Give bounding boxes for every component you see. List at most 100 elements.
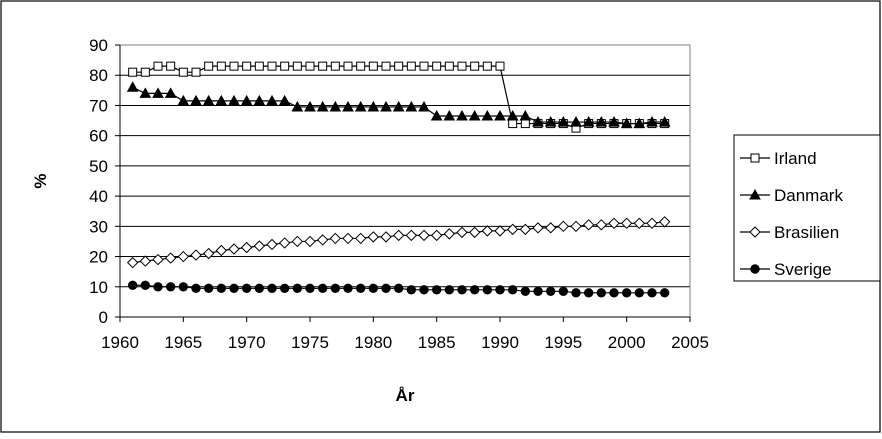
legend-marker-danmark bbox=[749, 188, 761, 200]
data-point-sverige bbox=[571, 288, 581, 298]
data-point-danmark bbox=[266, 94, 278, 106]
data-point-sverige bbox=[216, 283, 227, 293]
data-point-sverige bbox=[659, 288, 670, 298]
data-point-danmark bbox=[278, 94, 291, 106]
data-point-irland bbox=[457, 61, 467, 71]
data-point-sverige bbox=[457, 285, 467, 295]
data-point-brasilien bbox=[177, 250, 190, 263]
data-point-brasilien bbox=[380, 231, 392, 243]
data-point-brasilien bbox=[633, 217, 646, 230]
legend: Irland Danmark Brasilien Sverige bbox=[740, 149, 843, 279]
data-point-sverige bbox=[469, 285, 480, 295]
data-point-sverige bbox=[393, 283, 404, 293]
data-point-danmark bbox=[152, 87, 164, 98]
data-point-brasilien bbox=[240, 241, 253, 254]
data-point-irland bbox=[178, 67, 188, 77]
x-tick-label: 1970 bbox=[228, 333, 266, 352]
data-point-danmark bbox=[557, 116, 570, 127]
data-point-sverige bbox=[254, 283, 265, 293]
data-point-irland bbox=[204, 61, 214, 71]
data-point-irland bbox=[140, 67, 150, 77]
data-point-danmark bbox=[139, 87, 152, 98]
data-point-danmark bbox=[291, 100, 304, 112]
data-point-brasilien bbox=[190, 249, 202, 261]
data-point-brasilien bbox=[468, 226, 481, 239]
data-point-danmark bbox=[532, 116, 544, 127]
data-point-brasilien bbox=[443, 228, 456, 240]
legend-label-danmark: Danmark bbox=[774, 186, 843, 205]
data-point-sverige bbox=[482, 285, 493, 295]
data-point-irland bbox=[318, 61, 328, 71]
y-axis-label: % bbox=[31, 173, 50, 188]
y-tick-label: 80 bbox=[89, 66, 108, 85]
data-point-sverige bbox=[241, 283, 252, 293]
data-point-danmark bbox=[544, 116, 557, 127]
data-point-brasilien bbox=[481, 225, 494, 237]
data-point-sverige bbox=[596, 288, 607, 298]
data-point-brasilien bbox=[506, 223, 519, 236]
data-point-irland bbox=[508, 119, 518, 129]
data-point-irland bbox=[343, 61, 353, 71]
data-point-irland bbox=[242, 61, 252, 71]
y-tick-label: 40 bbox=[89, 187, 108, 206]
data-point-brasilien bbox=[430, 229, 443, 242]
data-point-irland bbox=[229, 61, 239, 71]
data-point-sverige bbox=[634, 288, 645, 298]
x-tick-label: 1990 bbox=[481, 333, 519, 352]
data-point-sverige bbox=[178, 282, 189, 292]
data-point-danmark bbox=[367, 100, 380, 112]
data-point-brasilien bbox=[532, 222, 544, 234]
data-point-danmark bbox=[481, 109, 494, 121]
data-point-danmark bbox=[519, 109, 532, 121]
data-point-brasilien bbox=[342, 232, 354, 245]
series-brasilien bbox=[126, 216, 671, 269]
data-point-danmark bbox=[342, 100, 354, 112]
data-point-brasilien bbox=[582, 219, 595, 231]
x-tick-label: 1995 bbox=[544, 333, 582, 352]
y-tick-label: 60 bbox=[89, 127, 108, 146]
legend-marker-brasilien bbox=[749, 226, 761, 238]
data-point-brasilien bbox=[405, 229, 418, 242]
data-point-brasilien bbox=[253, 240, 266, 252]
data-point-sverige bbox=[495, 285, 505, 295]
data-point-irland bbox=[267, 61, 277, 71]
data-point-brasilien bbox=[544, 222, 557, 234]
data-point-danmark bbox=[506, 109, 519, 121]
data-point-brasilien bbox=[152, 253, 164, 266]
data-point-danmark bbox=[658, 116, 671, 127]
legend-label-brasilien: Brasilien bbox=[774, 223, 839, 242]
data-point-sverige bbox=[203, 283, 214, 293]
y-tick-label: 70 bbox=[89, 96, 108, 115]
legend-label-sverige: Sverige bbox=[774, 260, 832, 279]
data-point-brasilien bbox=[595, 219, 608, 231]
y-tick-label: 90 bbox=[89, 36, 108, 55]
data-point-danmark bbox=[126, 81, 139, 92]
legend-marker-sverige bbox=[750, 264, 760, 274]
data-point-irland bbox=[444, 61, 454, 71]
data-point-sverige bbox=[545, 286, 556, 297]
data-point-sverige bbox=[330, 283, 341, 293]
legend-entry-irland: Irland bbox=[740, 149, 817, 168]
y-tick-label: 50 bbox=[89, 157, 108, 176]
data-point-danmark bbox=[456, 109, 468, 121]
data-point-danmark bbox=[304, 100, 316, 112]
data-point-sverige bbox=[520, 286, 531, 297]
data-point-danmark bbox=[253, 94, 266, 106]
data-point-sverige bbox=[127, 280, 138, 290]
data-point-irland bbox=[153, 61, 163, 71]
data-point-irland bbox=[470, 61, 480, 71]
data-point-brasilien bbox=[126, 256, 139, 269]
data-point-brasilien bbox=[316, 234, 329, 246]
x-tick-label: 1965 bbox=[164, 333, 202, 352]
data-point-irland bbox=[419, 61, 429, 71]
data-point-sverige bbox=[419, 285, 429, 295]
data-point-danmark bbox=[329, 100, 342, 112]
data-point-sverige bbox=[305, 283, 315, 293]
data-point-irland bbox=[191, 67, 201, 77]
x-tick-label: 1960 bbox=[101, 333, 139, 352]
y-tick-label: 0 bbox=[99, 308, 108, 327]
data-point-irland bbox=[292, 61, 302, 71]
data-point-brasilien bbox=[608, 217, 620, 230]
data-point-brasilien bbox=[291, 235, 304, 248]
